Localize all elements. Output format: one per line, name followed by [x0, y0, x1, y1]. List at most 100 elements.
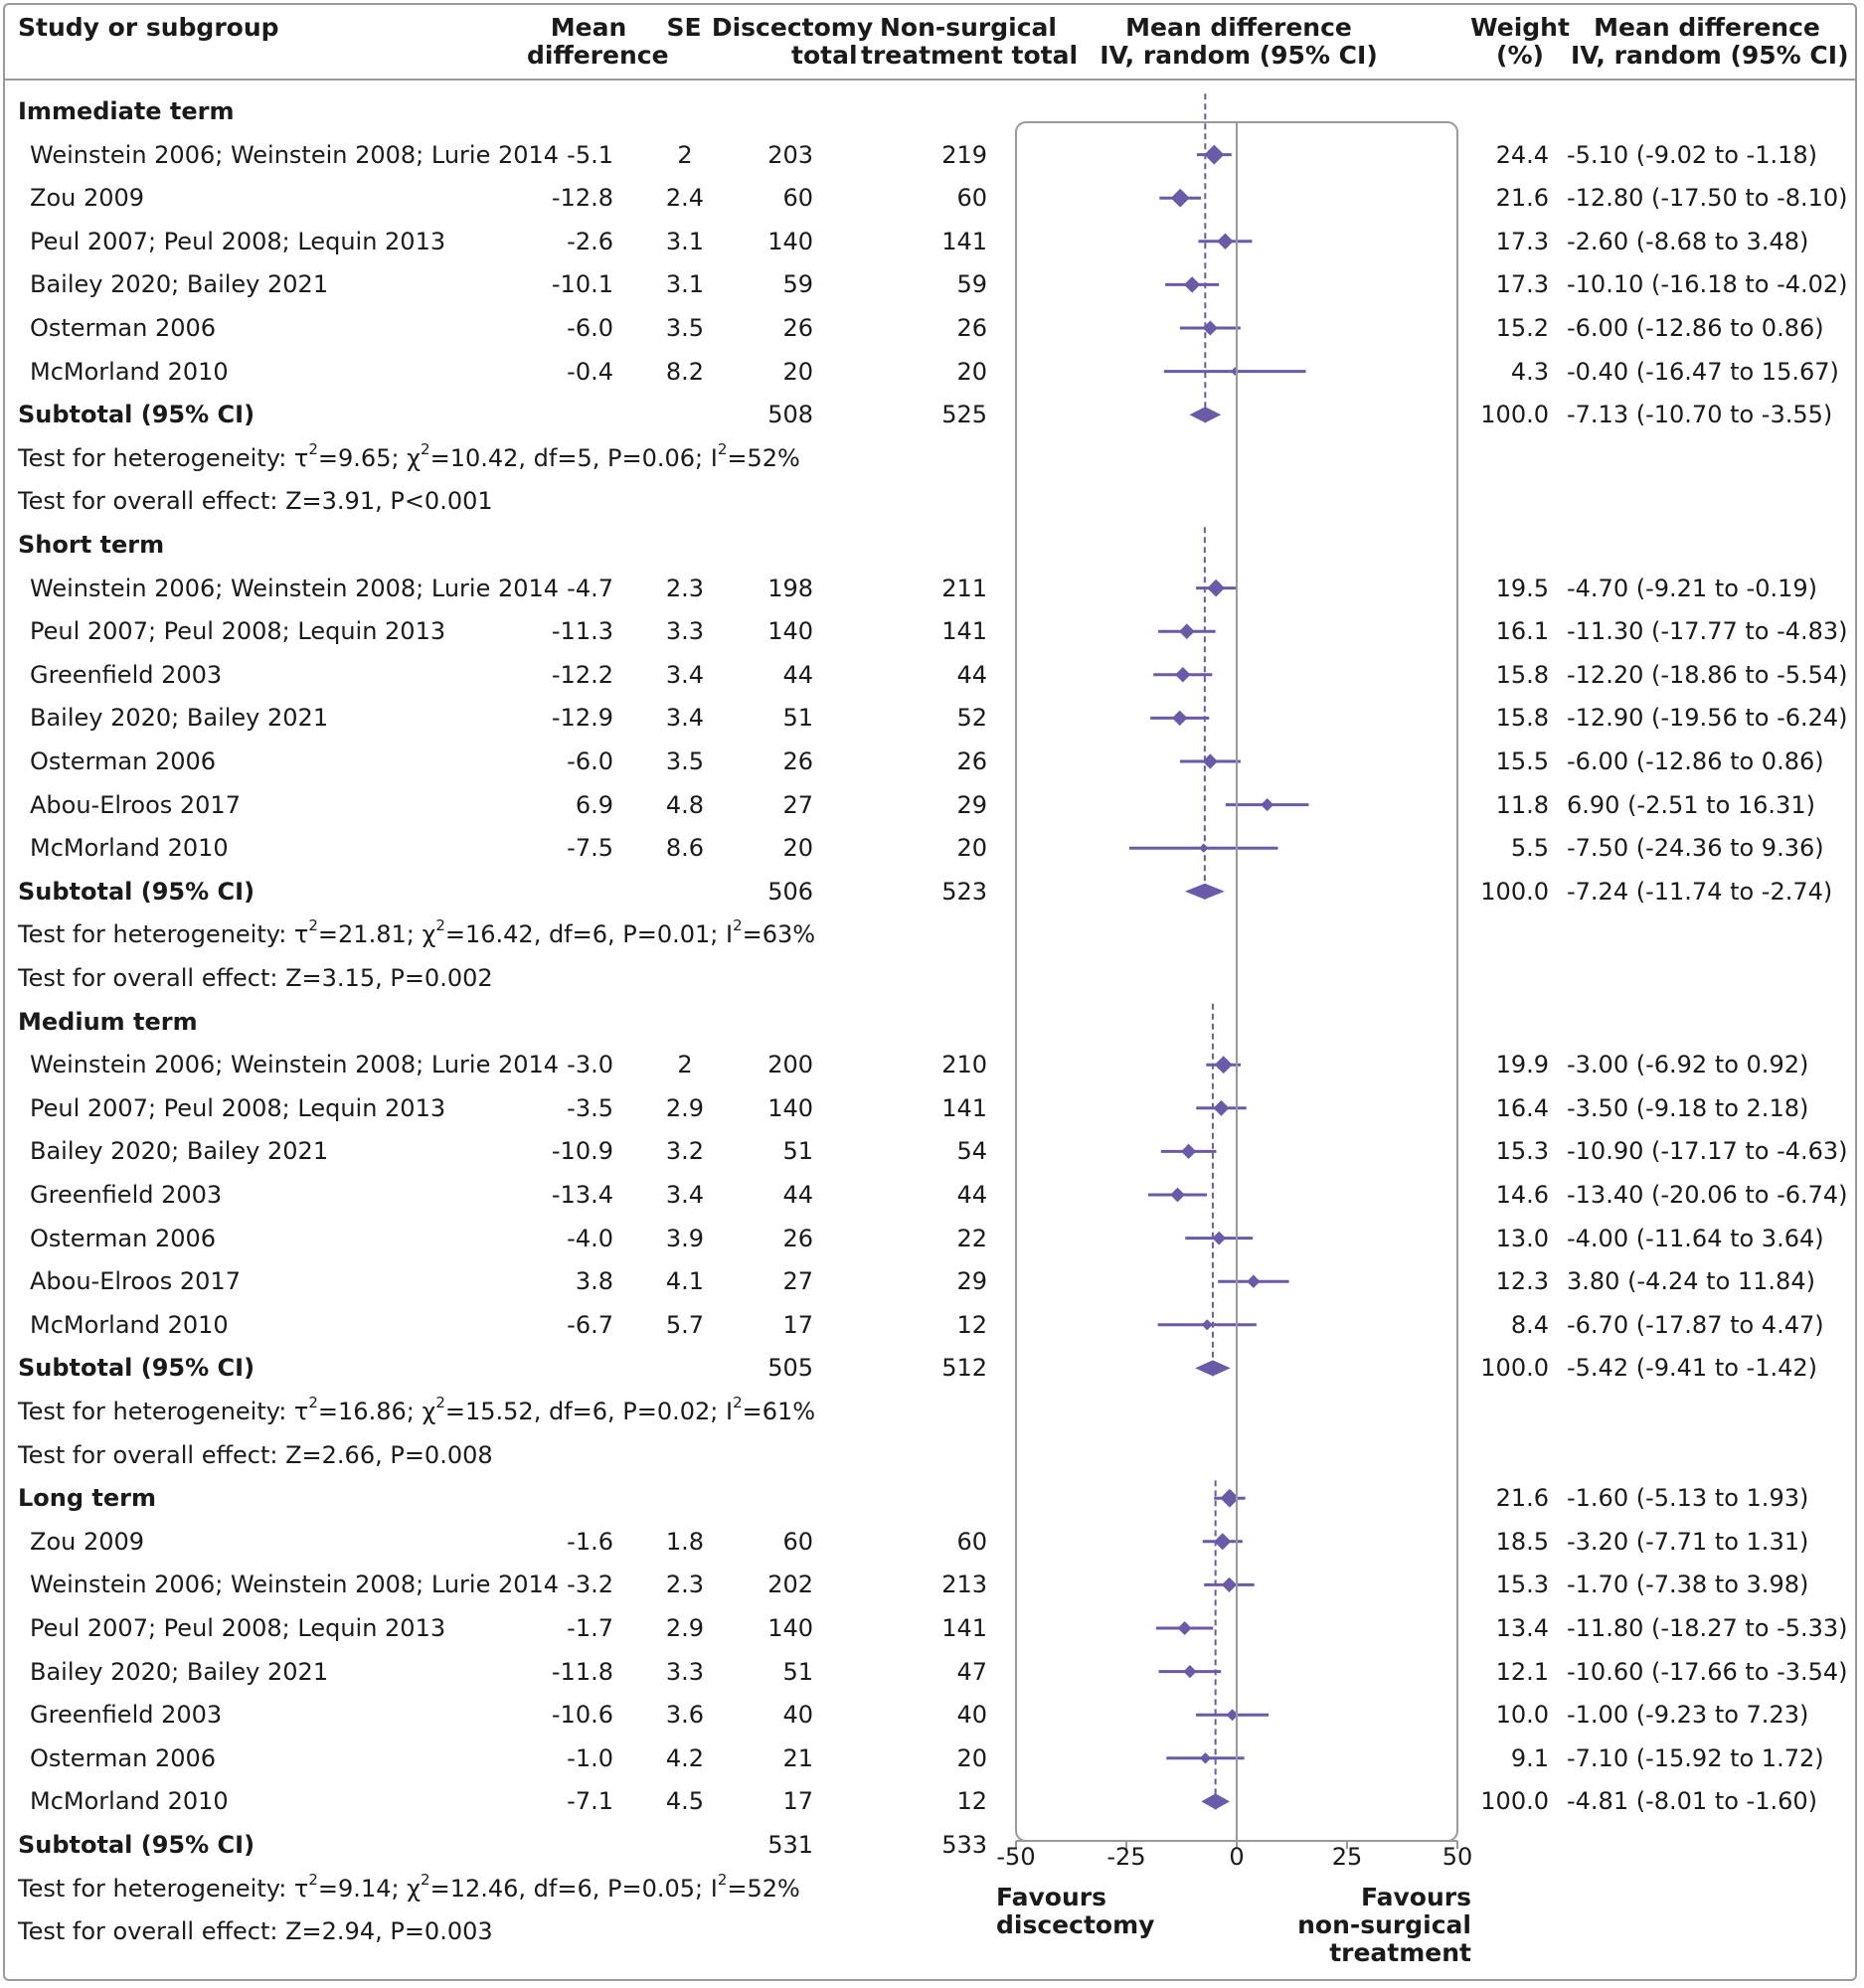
discectomy-total: 20	[782, 834, 813, 863]
weight-value: 17.3	[1495, 270, 1549, 299]
standard-error: 8.6	[665, 834, 705, 863]
discectomy-total: 27	[782, 1267, 813, 1296]
ci-text: 6.90 (-2.51 to 16.31)	[1567, 790, 1815, 819]
ci-text: -5.10 (-9.02 to -1.18)	[1567, 140, 1817, 169]
weight-value: 13.4	[1495, 1614, 1549, 1642]
weight-value: 9.1	[1510, 1743, 1549, 1772]
weight-value: 15.5	[1495, 747, 1549, 775]
point-estimate-marker	[1175, 667, 1191, 683]
point-estimate-marker	[1226, 1709, 1239, 1722]
weight-value: 13.0	[1495, 1224, 1549, 1252]
weight-value: 16.1	[1495, 617, 1549, 646]
discectomy-total: 17	[782, 1787, 813, 1816]
subtotal-label: Subtotal (95% CI)	[18, 401, 255, 429]
standard-error: 2.9	[665, 1093, 705, 1122]
ci-text: -6.00 (-12.86 to 0.86)	[1567, 314, 1824, 342]
subtotal-discectomy-total: 508	[767, 401, 813, 429]
non-surgical-total: 29	[956, 790, 987, 819]
mean-difference: -12.8	[551, 184, 613, 213]
non-surgical-total: 26	[956, 314, 987, 342]
header-ci-line1: Mean difference	[1594, 13, 1820, 42]
ci-text: 3.80 (-4.24 to 11.84)	[1567, 1267, 1815, 1296]
point-estimate-marker	[1212, 1231, 1227, 1245]
ci-text: -3.00 (-6.92 to 0.92)	[1567, 1051, 1809, 1079]
discectomy-total: 21	[782, 1743, 813, 1772]
point-estimate-marker	[1170, 188, 1190, 208]
study-name: Peul 2007; Peul 2008; Lequin 2013	[30, 227, 446, 255]
subtotal-discectomy-total: 505	[767, 1354, 813, 1383]
ci-text: -10.10 (-16.18 to -4.02)	[1567, 270, 1848, 299]
non-surgical-total: 141	[941, 227, 987, 255]
subtotal-ci-text: -7.13 (-10.70 to -3.55)	[1567, 401, 1833, 429]
discectomy-total: 17	[782, 1310, 813, 1339]
ci-text: -3.50 (-9.18 to 2.18)	[1567, 1093, 1809, 1122]
weight-value: 16.4	[1495, 1093, 1549, 1122]
non-surgical-total: 29	[956, 1267, 987, 1296]
subtotal-label: Subtotal (95% CI)	[18, 1831, 255, 1859]
superscript-2: 2	[733, 1394, 743, 1411]
header-plot-line1: Mean difference	[1125, 13, 1352, 42]
ci-text: -1.70 (-7.38 to 3.98)	[1567, 1571, 1809, 1599]
favours-right-line1: Favours	[1361, 1883, 1471, 1911]
subtotal-weight: 100.0	[1480, 1354, 1549, 1383]
non-surgical-total: 44	[956, 660, 987, 689]
discectomy-total: 51	[782, 704, 813, 733]
mean-difference: -4.7	[567, 574, 613, 602]
pooled-diamond	[1184, 883, 1225, 900]
point-estimate-marker	[1202, 320, 1218, 336]
superscript-2: 2	[421, 439, 430, 458]
heterogeneity-part: =15.52, df=6, P=0.02; I	[444, 1398, 734, 1425]
point-estimate-marker	[1204, 144, 1225, 165]
study-name: Abou-Elroos 2017	[30, 790, 241, 819]
weight-value: 12.3	[1495, 1267, 1549, 1296]
mean-difference: -5.1	[567, 140, 613, 169]
mean-difference: -1.7	[567, 1614, 613, 1642]
heterogeneity-part: Test for heterogeneity: τ	[18, 920, 309, 949]
weight-value: 18.5	[1495, 1527, 1549, 1556]
superscript-2: 2	[733, 916, 743, 935]
mean-difference: -13.4	[551, 1181, 613, 1209]
weight-value: 4.3	[1510, 357, 1549, 386]
ci-text: -11.80 (-18.27 to -5.33)	[1567, 1614, 1848, 1642]
point-estimate-marker	[1170, 1187, 1185, 1203]
standard-error: 3.1	[665, 227, 705, 255]
weight-value: 21.6	[1495, 184, 1549, 213]
heterogeneity-part: =63%	[742, 920, 816, 949]
favours-left-line2: discectomy	[996, 1910, 1155, 1939]
point-estimate-marker	[1201, 1319, 1213, 1331]
superscript-2: 2	[308, 1870, 318, 1889]
favours-left-line1: Favours	[996, 1883, 1106, 1911]
ci-text: -6.00 (-12.86 to 0.86)	[1567, 747, 1824, 775]
subtotal-discectomy-total: 531	[767, 1831, 813, 1859]
ci-text: -7.10 (-15.92 to 1.72)	[1567, 1743, 1824, 1772]
point-estimate-marker	[1199, 843, 1209, 853]
subgroup-heading: Medium term	[18, 1007, 198, 1036]
point-estimate-marker	[1207, 579, 1225, 597]
subtotal-discectomy-total: 506	[767, 877, 813, 906]
favours-right-line2: non-surgical	[1297, 1910, 1471, 1939]
heterogeneity-part: Test for heterogeneity: τ	[18, 1398, 309, 1425]
mean-difference: -11.3	[551, 617, 613, 646]
study-name: McMorland 2010	[30, 1310, 229, 1339]
subtotal-non-surgical-total: 512	[941, 1354, 987, 1383]
mean-difference: -1.0	[567, 1743, 613, 1772]
header-rule	[3, 79, 1857, 81]
discectomy-total: 44	[782, 660, 813, 689]
header-se: SE	[666, 13, 702, 42]
heterogeneity-part: =21.81; χ	[317, 920, 436, 949]
non-surgical-total: 141	[941, 1614, 987, 1642]
header-study: Study or subgroup	[18, 13, 279, 42]
standard-error: 3.4	[665, 1181, 705, 1209]
heterogeneity-part: =61%	[742, 1398, 816, 1425]
study-name: Peul 2007; Peul 2008; Lequin 2013	[30, 1614, 446, 1642]
weight-value: 15.3	[1495, 1137, 1549, 1166]
discectomy-total: 203	[767, 140, 813, 169]
heterogeneity-test: Test for heterogeneity: τ2=16.86; χ2=15.…	[18, 1394, 816, 1426]
superscript-2: 2	[717, 1870, 728, 1889]
point-estimate-marker	[1183, 1664, 1197, 1679]
study-name: Bailey 2020; Bailey 2021	[30, 1657, 329, 1686]
mean-difference: -7.5	[567, 834, 613, 863]
overall-effect-test: Test for overall effect: Z=3.15, P=0.002	[18, 964, 493, 992]
discectomy-total: 44	[782, 1181, 813, 1209]
discectomy-total: 40	[782, 1701, 813, 1730]
